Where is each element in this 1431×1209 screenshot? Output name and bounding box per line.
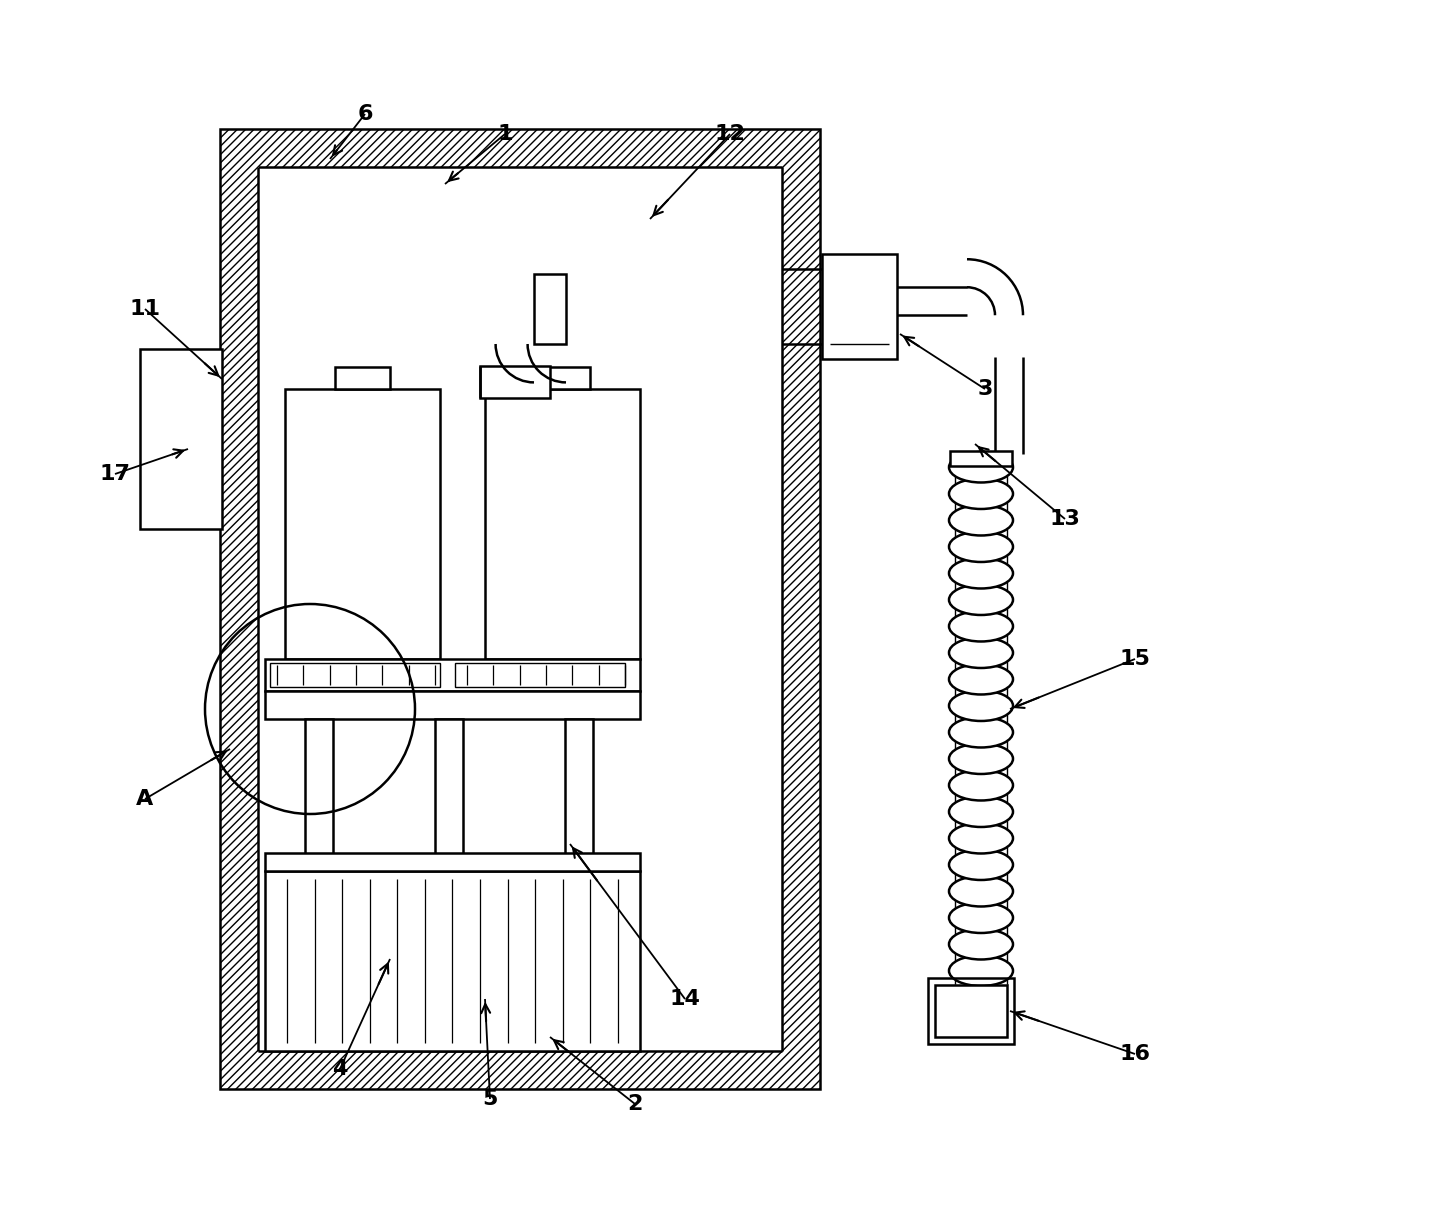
Ellipse shape <box>949 479 1013 509</box>
Ellipse shape <box>949 823 1013 854</box>
Ellipse shape <box>949 637 1013 669</box>
Ellipse shape <box>949 929 1013 960</box>
Ellipse shape <box>949 559 1013 589</box>
Text: 2: 2 <box>627 1094 643 1113</box>
Bar <box>305 719 333 854</box>
Bar <box>270 663 439 687</box>
Text: 12: 12 <box>714 125 746 144</box>
Ellipse shape <box>949 744 1013 774</box>
Bar <box>821 254 897 359</box>
Text: 6: 6 <box>358 104 372 125</box>
Bar <box>485 389 640 659</box>
Bar <box>265 854 640 870</box>
Ellipse shape <box>949 955 1013 987</box>
Ellipse shape <box>949 717 1013 747</box>
Bar <box>335 368 391 389</box>
Bar <box>435 719 464 854</box>
Bar <box>265 659 640 692</box>
Bar <box>285 389 439 659</box>
Text: 1: 1 <box>497 125 512 144</box>
Bar <box>220 129 820 1089</box>
Ellipse shape <box>949 664 1013 694</box>
Bar <box>455 663 625 687</box>
Bar <box>535 368 590 389</box>
Text: A: A <box>136 789 153 809</box>
Bar <box>265 870 640 1051</box>
Ellipse shape <box>949 770 1013 800</box>
Text: 5: 5 <box>482 1089 498 1109</box>
Bar <box>479 366 550 399</box>
Bar <box>950 451 1012 465</box>
Ellipse shape <box>949 850 1013 880</box>
Text: 4: 4 <box>332 1059 348 1078</box>
Bar <box>565 719 592 854</box>
Text: 13: 13 <box>1049 509 1080 530</box>
Text: 15: 15 <box>1119 649 1151 669</box>
Ellipse shape <box>949 584 1013 615</box>
Text: 14: 14 <box>670 989 700 1010</box>
Ellipse shape <box>949 505 1013 536</box>
Bar <box>534 274 567 345</box>
Bar <box>927 978 1015 1045</box>
Ellipse shape <box>949 877 1013 907</box>
Bar <box>140 349 222 530</box>
Text: 11: 11 <box>129 299 160 319</box>
Ellipse shape <box>949 452 1013 482</box>
Bar <box>934 985 1007 1037</box>
Bar <box>258 167 781 1051</box>
Bar <box>265 692 640 719</box>
Ellipse shape <box>949 797 1013 827</box>
Text: 3: 3 <box>977 378 993 399</box>
Ellipse shape <box>949 532 1013 562</box>
Ellipse shape <box>949 902 1013 933</box>
Text: 16: 16 <box>1119 1045 1151 1064</box>
Ellipse shape <box>949 611 1013 642</box>
Ellipse shape <box>949 690 1013 721</box>
Text: 17: 17 <box>100 464 130 484</box>
